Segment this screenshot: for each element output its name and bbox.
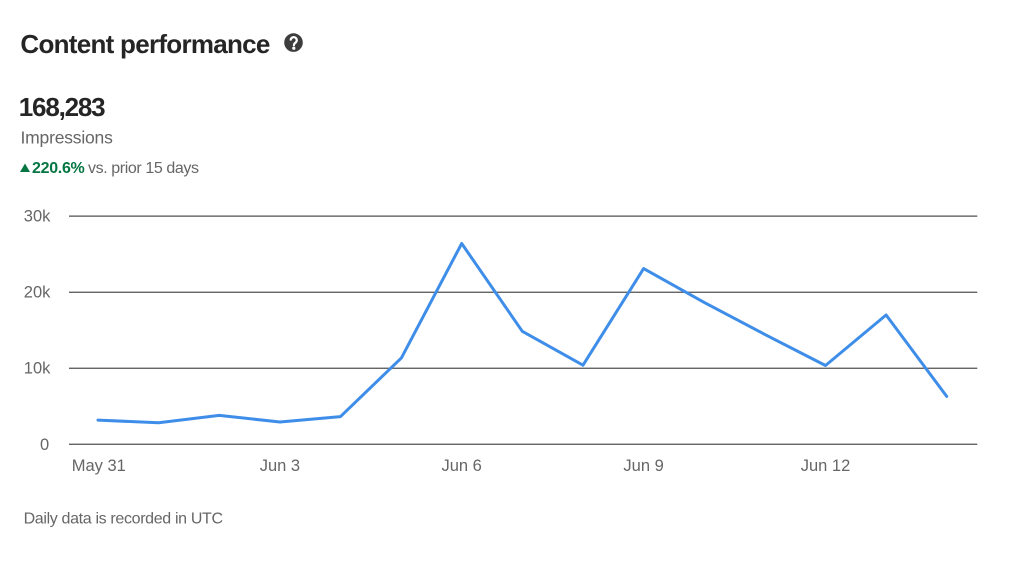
svg-text:Jun 12: Jun 12	[801, 457, 851, 475]
svg-text:Impressions: Impressions	[21, 127, 114, 147]
svg-text:Jun 9: Jun 9	[623, 457, 663, 475]
svg-text:Jun 3: Jun 3	[260, 457, 300, 475]
svg-text:20k: 20k	[24, 284, 51, 302]
svg-text:168,283: 168,283	[19, 92, 105, 122]
svg-text:May 31: May 31	[72, 457, 126, 475]
svg-text:220.6%: 220.6%	[32, 160, 85, 177]
svg-text:10k: 10k	[24, 360, 51, 378]
svg-text:Daily data is recorded in UTC: Daily data is recorded in UTC	[24, 511, 223, 528]
svg-text:Content performance: Content performance	[20, 29, 270, 59]
svg-text:30k: 30k	[24, 208, 51, 226]
svg-text:0: 0	[40, 436, 49, 454]
svg-text:vs. prior 15 days: vs. prior 15 days	[88, 160, 199, 177]
svg-text:Jun 6: Jun 6	[442, 457, 482, 475]
